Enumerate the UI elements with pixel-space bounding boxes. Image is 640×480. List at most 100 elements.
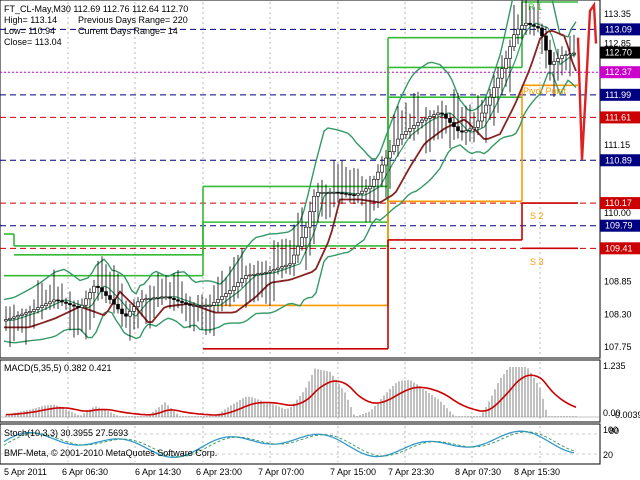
macd-bar [551,416,553,417]
macd-bar [443,404,445,417]
candle-body [516,28,520,36]
macd-bar [467,416,469,417]
candle-body [80,304,84,308]
macd-bar [341,388,343,417]
candle-body [312,195,316,213]
candle-body [132,306,136,312]
time-tick: 5 Apr 2011 [4,467,47,477]
candle-body [452,122,456,127]
macd-bar [53,404,55,417]
candle-body [108,295,112,300]
candle-body [344,193,348,195]
macd-bar [35,407,37,417]
macd-bar [287,408,289,417]
candle-body [164,296,168,299]
macd-bar [167,405,169,417]
candle-body [460,130,464,133]
macd-bar [68,410,70,417]
macd-bar [329,371,331,417]
price-tag-box [600,88,640,101]
candle-body [16,315,20,318]
time-tick: 8 Apr 07:30 [455,467,501,477]
candle-body [116,303,120,310]
macd-bar [77,415,79,417]
candle-body [428,116,432,119]
macd-bar [80,415,82,417]
time-tick: 6 Apr 23:00 [196,467,242,477]
macd-bar [134,416,136,417]
candle-body [216,299,220,303]
macd-bar [569,416,571,417]
macd-bar [503,374,505,417]
macd-bar [59,406,61,417]
macd-bar [188,416,190,417]
candle-body [320,192,324,194]
price-tag-text: 109.79 [605,221,633,231]
candle-body [72,304,76,307]
candle-body [424,118,428,121]
macd-bar [110,412,112,417]
candle-body [20,313,24,316]
macd-bar [530,372,532,417]
candle-body [272,269,276,272]
macd-bar [455,416,457,417]
candle-body [100,287,104,292]
candle-body [220,296,224,300]
macd-bar [449,411,451,417]
candle-body [484,104,488,114]
macd-bar [260,400,262,417]
macd-signal [5,374,577,416]
macd-bar [365,412,367,417]
macd-bar [83,413,85,417]
candle-body [156,297,160,299]
candle-body [536,26,540,29]
price-tick: 108.30 [604,309,632,319]
macd-bar [545,409,547,417]
macd-bar [272,404,274,417]
projection-line [576,1,598,160]
macd-bar [533,377,535,417]
macd-bar [308,381,310,417]
candle-body [508,46,512,59]
candle-body [120,308,124,315]
candle-body [372,178,376,187]
macd-bar [248,396,250,417]
stoch-tick-80: 80 [609,426,619,436]
macd-bar [284,408,286,417]
candle-body [396,138,400,146]
candle-body [420,119,424,123]
macd-bar [404,380,406,417]
price-tick: 107.75 [604,342,632,352]
candle-body [316,192,320,197]
macd-bar [482,412,484,417]
candle-body [548,49,552,65]
candle-body [352,194,356,196]
candle-body [236,282,240,287]
candle-body [68,303,72,306]
macd-bar [149,414,151,417]
macd-bar [65,409,67,417]
candle-body [196,305,200,307]
macd-bar [173,410,175,417]
macd-bar [509,367,511,417]
candle-body [160,296,164,299]
candle-body [532,24,536,27]
macd-bar [350,407,352,417]
macd-bar [47,405,49,417]
candle-body [504,58,508,69]
candle-body [184,302,188,305]
macd-bar [440,401,442,417]
macd-histogram [0,367,600,418]
candle-body [32,309,36,312]
macd-bar [281,407,283,417]
macd-bar [392,385,394,417]
candle-body [280,266,284,269]
candle-body [224,293,228,297]
macd-bar [137,416,139,417]
candle-body [412,125,416,129]
macd-bar [41,406,43,417]
macd-bar [8,413,10,417]
candle-body [436,112,440,116]
candle-body [64,301,68,304]
